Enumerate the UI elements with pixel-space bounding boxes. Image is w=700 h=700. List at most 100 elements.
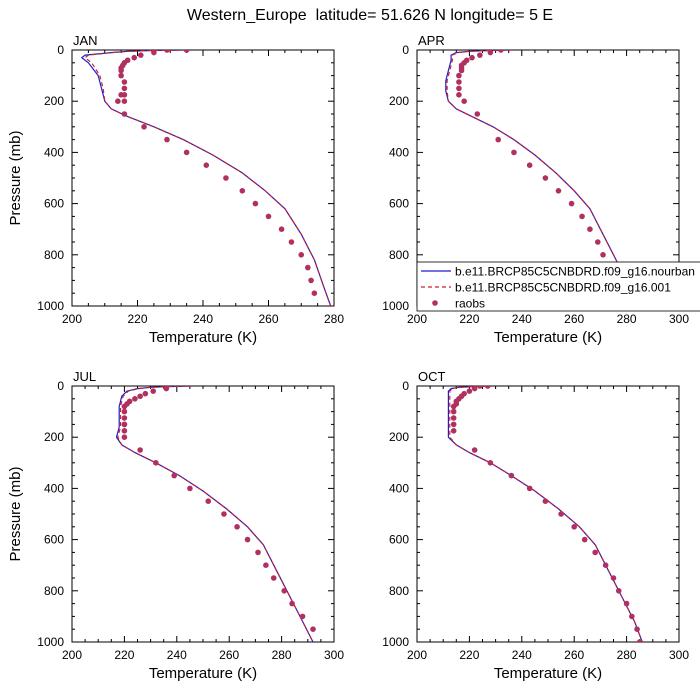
raobs-point xyxy=(487,50,494,56)
y-tick-label: 400 xyxy=(44,145,64,159)
raobs-point xyxy=(526,162,533,168)
legend-label: b.e11.BRCP85C5CNBDRD.f09_g16.001 xyxy=(455,281,671,295)
raobs-point xyxy=(288,239,295,245)
raobs-point xyxy=(477,52,483,58)
raobs-point xyxy=(121,421,128,428)
x-tick-label: 300 xyxy=(669,648,689,662)
raobs-point xyxy=(615,588,622,594)
raobs-point xyxy=(456,85,462,92)
y-tick-label: 800 xyxy=(389,584,409,598)
x-tick-label: 300 xyxy=(324,648,344,662)
raobs-point xyxy=(477,386,483,389)
raobs-point xyxy=(466,388,473,394)
raobs-point xyxy=(142,390,149,397)
x-tick-label: 240 xyxy=(512,648,532,662)
panel-label: JAN xyxy=(73,33,98,48)
x-axis-label: Temperature (K) xyxy=(494,329,602,346)
raobs-point xyxy=(469,54,475,61)
raobs-point xyxy=(600,252,606,258)
panel-oct: 200 220 240 260 280 300 0 200 400 600 800 1000 OCT Te… xyxy=(382,369,689,682)
raobs-point xyxy=(474,111,481,117)
raobs-point xyxy=(568,200,575,207)
legend-label: raobs xyxy=(455,297,485,311)
raobs-point xyxy=(203,162,210,168)
raobs-point xyxy=(137,52,144,58)
x-tick-label: 220 xyxy=(459,648,479,662)
raobs-point xyxy=(281,588,288,594)
x-axis-label: Temperature (K) xyxy=(149,329,257,346)
x-tick-label: 200 xyxy=(407,312,427,326)
raobs-point xyxy=(115,98,121,104)
y-tick-label: 400 xyxy=(389,145,409,159)
panel-jul: 200 220 240 260 280 300 0 200 400 600 800 1000 JUL Te… xyxy=(7,369,344,682)
y-tick-label: 1000 xyxy=(37,299,64,313)
series-nourban-line xyxy=(115,386,314,642)
raobs-point xyxy=(205,498,212,505)
raobs-point xyxy=(118,72,124,79)
x-tick-label: 220 xyxy=(114,648,134,662)
x-tick-label: 280 xyxy=(272,648,292,662)
raobs-point xyxy=(153,460,159,466)
raobs-point xyxy=(221,511,227,517)
raobs-point xyxy=(450,408,457,415)
y-tick-label: 0 xyxy=(402,43,409,57)
raobs-point xyxy=(592,549,598,556)
x-axis-label: Temperature (K) xyxy=(494,665,602,682)
x-tick-label: 200 xyxy=(62,648,82,662)
y-tick-label: 800 xyxy=(389,248,409,262)
plot-frame xyxy=(71,49,335,307)
raobs-point xyxy=(542,175,549,181)
series-001-line xyxy=(117,386,314,642)
plot-area xyxy=(80,50,332,306)
plot-area xyxy=(445,50,638,306)
raobs-point xyxy=(587,226,593,232)
raobs-point xyxy=(634,626,640,632)
x-axis-label: Temperature (K) xyxy=(149,665,257,682)
raobs-point xyxy=(270,575,277,581)
raobs-point xyxy=(310,626,316,632)
raobs-point xyxy=(629,613,635,620)
legend-marker xyxy=(432,300,438,306)
y-tick-label: 200 xyxy=(389,430,409,444)
raobs-point xyxy=(234,524,240,530)
y-tick-label: 600 xyxy=(389,533,409,547)
legend: b.e11.BRCP85C5CNBDRD.f09_g16.nourban b.e1… xyxy=(416,261,700,312)
raobs-point xyxy=(244,536,251,543)
raobs-point xyxy=(450,428,457,434)
panel-label: OCT xyxy=(418,369,446,384)
raobs-point xyxy=(450,415,457,421)
raobs-point xyxy=(450,403,457,410)
raobs-point xyxy=(121,403,128,410)
x-tick-label: 280 xyxy=(617,648,637,662)
raobs-point xyxy=(555,188,562,194)
x-tick-label: 280 xyxy=(617,312,637,326)
raobs-point xyxy=(571,524,577,530)
panel-jan: 200 220 240 260 280 0 200 400 600 800 1000 JAN Tempe… xyxy=(7,33,344,346)
raobs-point xyxy=(118,92,124,98)
x-tick-label: 280 xyxy=(324,312,344,326)
raobs-point xyxy=(141,124,147,130)
legend-label: b.e11.BRCP85C5CNBDRD.f09_g16.nourban xyxy=(455,265,695,279)
raobs-point xyxy=(121,79,128,85)
x-tick-label: 220 xyxy=(127,312,147,326)
raobs-point xyxy=(636,639,643,642)
y-tick-label: 1000 xyxy=(37,635,64,649)
raobs-point xyxy=(498,50,504,53)
raobs-point xyxy=(508,472,515,479)
x-tick-label: 300 xyxy=(669,312,689,326)
raobs-point xyxy=(495,136,502,143)
raobs-point xyxy=(484,386,491,389)
raobs-point xyxy=(151,50,157,56)
raobs-point xyxy=(265,213,272,220)
raobs-point xyxy=(581,536,588,543)
raobs-point xyxy=(252,200,259,207)
y-tick-label: 600 xyxy=(44,533,64,547)
raobs-point xyxy=(121,111,128,117)
raobs-point xyxy=(511,149,517,156)
raobs-point xyxy=(579,213,585,220)
raobs-point xyxy=(164,50,170,53)
raobs-point xyxy=(623,600,630,607)
x-tick-label: 240 xyxy=(193,312,213,326)
raobs-point xyxy=(121,408,128,415)
